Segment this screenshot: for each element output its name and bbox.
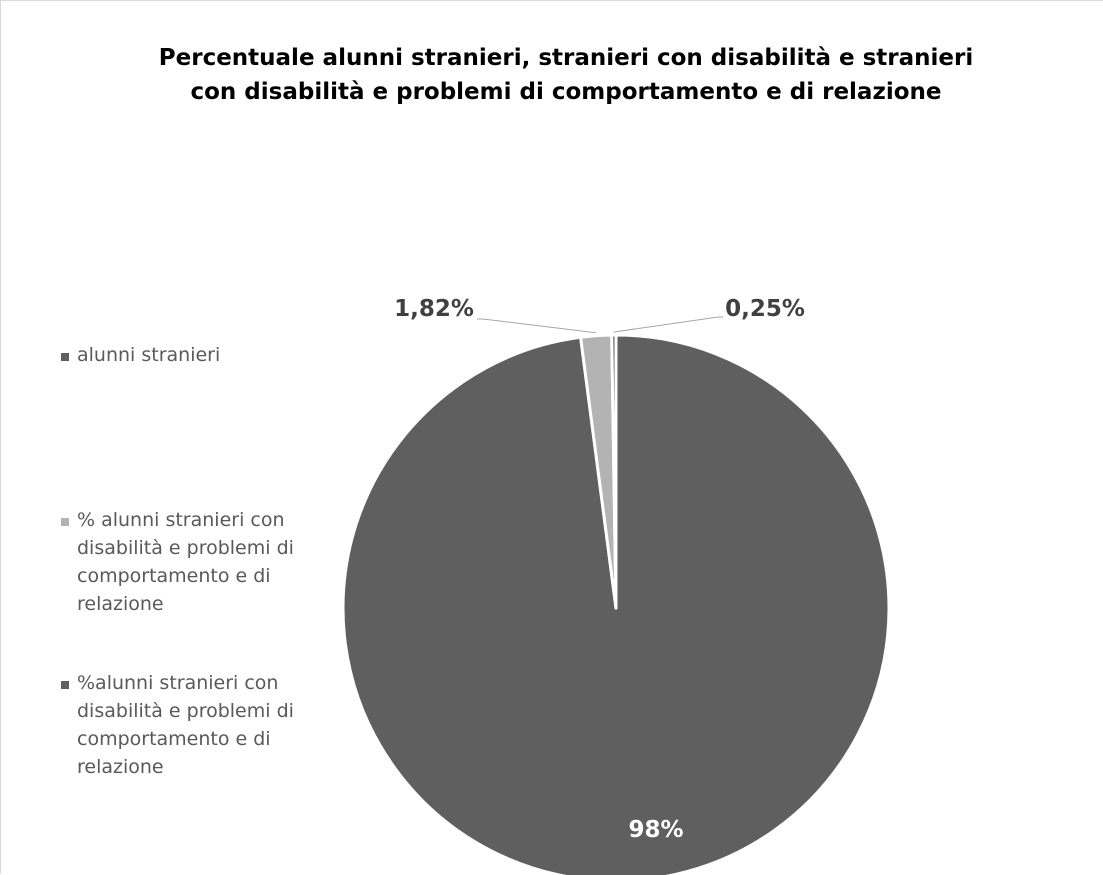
legend-label: %alunni stranieri con disabilità e probl… bbox=[77, 672, 294, 778]
legend-label: % alunni stranieri con disabilità e prob… bbox=[77, 509, 294, 615]
legend-swatch bbox=[61, 518, 69, 526]
chart-title: Percentuale alunni stranieri, stranieri … bbox=[158, 45, 974, 105]
legend-swatch bbox=[61, 681, 69, 689]
leader-line bbox=[477, 318, 596, 334]
pie-slice bbox=[610, 333, 618, 610]
leader-line bbox=[613, 316, 723, 333]
legend-item: % alunni stranieri con disabilità e prob… bbox=[61, 506, 321, 618]
legend-swatch bbox=[61, 353, 69, 361]
legend-label: alunni stranieri bbox=[77, 344, 221, 366]
data-label: 98% bbox=[628, 817, 683, 843]
legend-item: alunni stranieri bbox=[61, 341, 321, 369]
pie-slice bbox=[341, 333, 891, 875]
data-label: 0,25% bbox=[725, 296, 805, 322]
legend-item: %alunni stranieri con disabilità e probl… bbox=[61, 669, 321, 781]
data-label: 1,82% bbox=[394, 296, 474, 322]
